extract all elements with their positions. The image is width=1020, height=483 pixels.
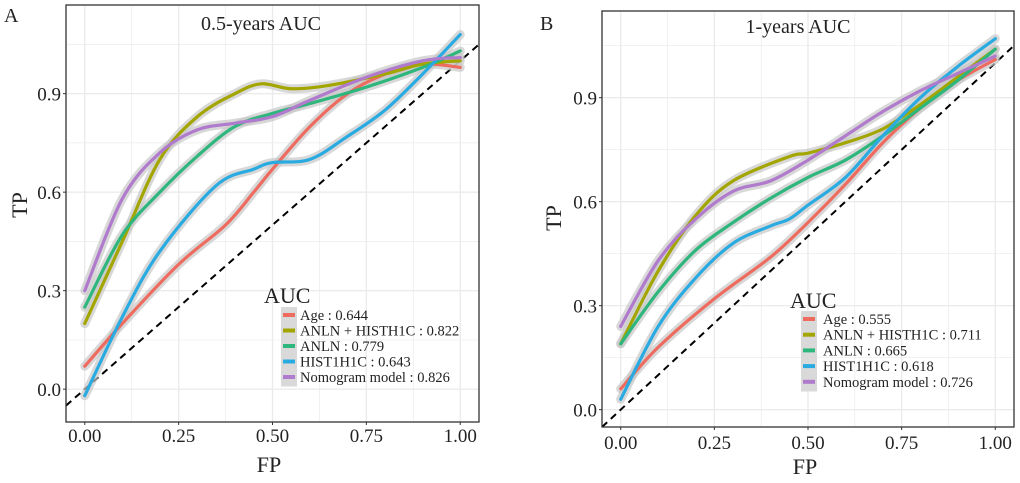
x-tick-label: 1.00 [979,433,1012,454]
y-tick-label: 0.3 [37,282,61,303]
panel-label: B [540,13,553,35]
y-tick-label: 0.0 [37,380,61,401]
legend-title: AUC [790,288,836,313]
chart-title: 0.5-years AUC [201,13,321,35]
legend-label: ANLN : 0.779 [300,339,384,355]
y-tick-label: 0.0 [573,401,597,422]
reference-diagonal [66,43,479,407]
panel-a: 0.00 0.25 0.50 0.75 1.00 0.0 0.3 0.6 0.9 A 0.5-yea… [4,4,480,477]
panel-b: 0.00 0.25 0.50 0.75 1.00 0.0 0.3 0.6 0.9 B 1-years… [540,10,1015,479]
series-line [619,47,997,346]
legend-label: ANLN : 0.665 [823,343,907,359]
series-line [83,32,462,398]
x-tick-label: 0.25 [162,426,195,447]
x-tick-label: 1.00 [444,426,477,447]
x-tick-label: 0.75 [350,426,383,447]
legend-label: Nomogram model : 0.726 [823,375,973,391]
x-tick-label: 0.75 [885,433,918,454]
x-axis-label: FP [257,452,281,477]
x-tick-label: 0.50 [791,433,824,454]
x-tick-label: 0.50 [256,426,289,447]
series-line [83,55,462,293]
x-tick-label: 0.25 [698,433,731,454]
plot-area [66,30,479,407]
x-tick-label: 0.00 [68,426,101,447]
y-tick-label: 0.9 [573,89,597,110]
x-tick-label: 0.00 [604,433,637,454]
y-tick-label: 0.9 [37,85,61,106]
legend-label: Age : 0.644 [300,308,369,324]
y-tick-label: 0.6 [37,183,61,204]
panel-label: A [4,5,19,27]
plot-area [602,34,1014,427]
series-line [619,54,997,329]
legend-label: ANLN + HISTH1C : 0.822 [300,324,459,340]
legend-label: ANLN + HISTH1C : 0.711 [823,328,982,344]
y-axis-label: TP [541,205,566,231]
x-axis-label: FP [793,454,817,479]
legend-label: Nomogram model : 0.826 [300,370,450,386]
series-line [619,47,997,346]
reference-diagonal [602,44,1014,427]
legend-label: HIST1H1C : 0.643 [300,355,411,371]
series-line [619,37,997,401]
legend-title: AUC [264,283,310,308]
legend-label: HIST1H1C : 0.618 [823,359,934,375]
y-tick-label: 0.3 [573,297,597,318]
legend-label: Age : 0.555 [823,312,891,328]
y-tick-label: 0.6 [573,193,597,214]
chart-title: 1-years AUC [746,16,851,38]
y-axis-label: TP [7,192,32,218]
series-line [83,59,462,326]
